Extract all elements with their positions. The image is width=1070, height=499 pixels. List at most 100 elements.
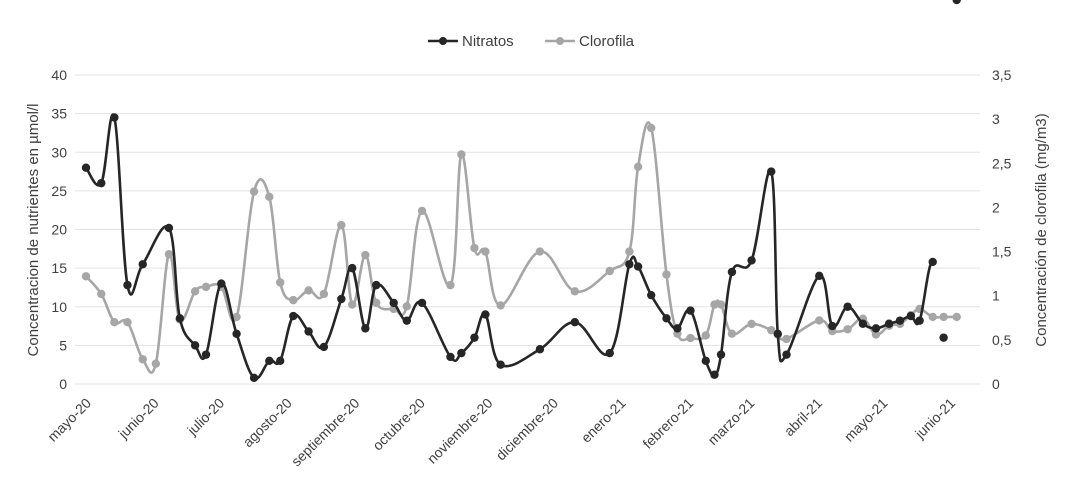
- y-left-tick-label: 10: [51, 299, 67, 315]
- y-right-tick-label: 3,5: [992, 67, 1012, 83]
- y-right-tick-label: 0,5: [992, 332, 1012, 348]
- data-point-clorofila: [535, 247, 545, 256]
- x-tick-label: agosto-20: [240, 395, 295, 450]
- data-point-nitratos: [727, 267, 737, 277]
- y-left-tick-label: 5: [59, 337, 67, 353]
- data-point-nitratos: [710, 370, 719, 379]
- y-right-tick-label: 3: [992, 111, 1000, 127]
- data-point-clorofila: [110, 318, 119, 327]
- data-point-clorofila: [348, 300, 357, 309]
- data-point-nitratos: [123, 280, 132, 290]
- y-left-tick-label: 25: [51, 183, 67, 199]
- data-point-clorofila: [123, 318, 132, 327]
- series-line-clorofila: [85, 121, 957, 374]
- data-point-nitratos: [605, 348, 614, 358]
- data-point-clorofila: [871, 330, 881, 339]
- y-right-tick-label: 2,5: [992, 155, 1012, 171]
- data-point-nitratos: [372, 280, 381, 290]
- data-point-clorofila: [164, 250, 174, 259]
- data-point-nitratos: [647, 290, 656, 300]
- y-axis-left-title: Concentracion de nutrientes en µmol/l: [25, 104, 42, 357]
- x-tick-label: septiembre-20: [288, 395, 363, 470]
- y-right-tick-label: 2: [992, 199, 1000, 215]
- x-tick-label: noviembre-20: [424, 395, 496, 467]
- data-point-nitratos: [535, 345, 545, 354]
- data-point-clorofila: [361, 250, 370, 260]
- data-point-nitratos: [686, 306, 695, 315]
- data-point-nitratos: [348, 263, 357, 273]
- data-point-clorofila: [782, 334, 791, 344]
- y-right-tick-label: 1,5: [992, 244, 1012, 260]
- data-point-nitratos: [496, 360, 505, 369]
- data-point-nitratos: [470, 333, 479, 342]
- data-point-nitratos: [815, 271, 824, 281]
- data-point-nitratos: [337, 294, 346, 304]
- data-point-clorofila: [701, 331, 710, 340]
- data-point-clorofila: [446, 280, 455, 290]
- data-point-nitratos: [201, 350, 211, 359]
- data-point-nitratos: [915, 316, 924, 325]
- data-point-nitratos: [81, 163, 91, 172]
- data-point-nitratos: [773, 329, 782, 338]
- y-right-tick-label: 1: [992, 288, 1000, 304]
- data-point-clorofila: [190, 287, 200, 296]
- data-point-clorofila: [570, 287, 580, 296]
- data-point-clorofila: [151, 359, 161, 368]
- data-point-clorofila: [605, 266, 614, 276]
- data-point-clorofila: [81, 272, 91, 281]
- data-point-nitratos: [633, 262, 643, 271]
- data-point-nitratos: [417, 298, 427, 308]
- data-point-clorofila: [939, 312, 948, 322]
- x-tick-label: julio-20: [183, 395, 227, 439]
- y-left-tick-label: 15: [51, 260, 67, 276]
- y-right-tick-label: 0: [992, 376, 1000, 392]
- data-point-clorofila: [97, 289, 106, 299]
- data-point-nitratos: [939, 333, 948, 342]
- data-point-clorofila: [304, 286, 313, 295]
- x-tick-label: enero-21: [578, 395, 629, 446]
- series-nitratos: [81, 0, 961, 383]
- data-point-clorofila: [249, 187, 259, 196]
- data-point-nitratos: [249, 373, 259, 383]
- data-point-nitratos: [625, 260, 634, 269]
- data-point-clorofila: [767, 325, 776, 335]
- data-point-nitratos: [276, 356, 285, 366]
- y-left-tick-label: 30: [51, 144, 67, 160]
- data-point-clorofila: [647, 123, 656, 133]
- data-point-clorofila: [716, 300, 726, 309]
- data-point-nitratos: [828, 321, 837, 331]
- data-point-clorofila: [662, 270, 671, 279]
- legend-label-clorofila: Clorofila: [579, 33, 635, 50]
- gridlines: [75, 74, 980, 385]
- data-point-nitratos: [928, 257, 937, 267]
- data-point-nitratos: [175, 314, 185, 323]
- series-clorofila: [81, 121, 961, 374]
- series-line-nitratos: [84, 113, 935, 380]
- legend-marker-clorofila: [556, 37, 564, 45]
- y-left-tick-label: 20: [51, 222, 67, 238]
- data-point-clorofila: [319, 289, 329, 299]
- data-point-nitratos: [446, 352, 455, 362]
- legend-marker-nitratos: [439, 37, 447, 45]
- data-point-nitratos: [570, 318, 580, 327]
- data-point-nitratos: [164, 223, 174, 233]
- data-point-clorofila: [276, 278, 285, 287]
- data-point-nitratos: [97, 178, 106, 188]
- y-left-tick-label: 35: [51, 106, 67, 122]
- data-point-nitratos: [457, 348, 466, 358]
- data-point-nitratos: [304, 327, 313, 336]
- data-point-clorofila: [289, 295, 298, 305]
- data-point-clorofila: [952, 312, 961, 322]
- data-point-nitratos: [843, 302, 852, 311]
- data-point-nitratos: [858, 319, 868, 328]
- data-point-nitratos: [289, 311, 298, 321]
- data-point-nitratos: [662, 314, 671, 323]
- x-axis-ticks: mayo-20 junio-20 julio-20 agosto-20septiemb…: [44, 395, 958, 470]
- left-axis-ticks: 0 5 10 15 20 25 30 35 40: [51, 67, 67, 392]
- data-point-nitratos: [217, 279, 226, 288]
- data-point-nitratos: [701, 356, 710, 366]
- x-tick-label: junio-20: [115, 395, 162, 442]
- data-point-nitratos: [895, 316, 905, 325]
- data-point-clorofila: [337, 220, 346, 230]
